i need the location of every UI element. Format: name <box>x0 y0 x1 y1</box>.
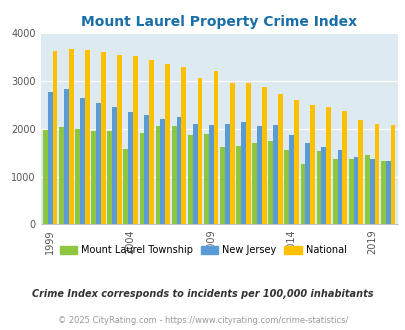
Bar <box>192 124 197 224</box>
Bar <box>316 151 321 224</box>
Bar <box>341 112 346 224</box>
Bar <box>332 159 337 224</box>
Bar <box>80 98 85 224</box>
Bar <box>252 143 256 224</box>
Bar <box>203 134 208 224</box>
Bar <box>101 52 106 224</box>
Bar <box>112 107 117 224</box>
Bar <box>224 124 229 224</box>
Bar <box>245 83 250 224</box>
Title: Mount Laurel Property Crime Index: Mount Laurel Property Crime Index <box>81 15 356 29</box>
Bar <box>43 130 48 224</box>
Text: Crime Index corresponds to incidents per 100,000 inhabitants: Crime Index corresponds to incidents per… <box>32 289 373 299</box>
Bar <box>188 135 192 224</box>
Bar <box>91 131 96 224</box>
Bar <box>293 100 298 224</box>
Bar <box>123 149 128 224</box>
Bar <box>155 126 160 224</box>
Bar <box>380 161 385 224</box>
Bar <box>128 112 133 224</box>
Legend: Mount Laurel Township, New Jersey, National: Mount Laurel Township, New Jersey, Natio… <box>55 241 350 259</box>
Bar <box>208 125 213 224</box>
Bar <box>59 127 64 224</box>
Bar <box>326 107 330 224</box>
Text: © 2025 CityRating.com - https://www.cityrating.com/crime-statistics/: © 2025 CityRating.com - https://www.city… <box>58 315 347 325</box>
Bar <box>197 79 202 224</box>
Bar <box>107 131 112 224</box>
Bar <box>288 135 293 224</box>
Bar <box>369 159 374 224</box>
Bar <box>385 161 390 224</box>
Bar <box>236 146 241 224</box>
Bar <box>53 51 58 224</box>
Bar <box>305 143 309 224</box>
Bar <box>348 159 353 224</box>
Bar <box>176 117 181 224</box>
Bar <box>277 94 282 224</box>
Bar <box>229 83 234 224</box>
Bar <box>364 155 369 224</box>
Bar <box>268 141 273 224</box>
Bar <box>160 119 165 224</box>
Bar <box>337 150 341 224</box>
Bar <box>144 115 149 224</box>
Bar <box>241 121 245 224</box>
Bar <box>133 56 138 224</box>
Bar <box>358 119 362 224</box>
Bar <box>256 126 261 224</box>
Bar <box>353 157 358 224</box>
Bar <box>96 103 101 224</box>
Bar <box>165 64 170 224</box>
Bar <box>149 60 153 224</box>
Bar <box>139 134 144 224</box>
Bar <box>300 164 305 224</box>
Bar <box>309 105 314 224</box>
Bar <box>68 49 73 224</box>
Bar <box>284 150 288 224</box>
Bar <box>181 67 186 224</box>
Bar <box>273 125 277 224</box>
Bar <box>117 55 121 224</box>
Bar <box>48 92 53 224</box>
Bar <box>374 124 378 224</box>
Bar <box>261 86 266 224</box>
Bar <box>64 88 68 224</box>
Bar <box>213 71 218 224</box>
Bar <box>75 129 80 224</box>
Bar <box>85 50 90 224</box>
Bar <box>390 125 394 224</box>
Bar <box>321 147 326 224</box>
Bar <box>220 147 224 224</box>
Bar <box>171 126 176 224</box>
